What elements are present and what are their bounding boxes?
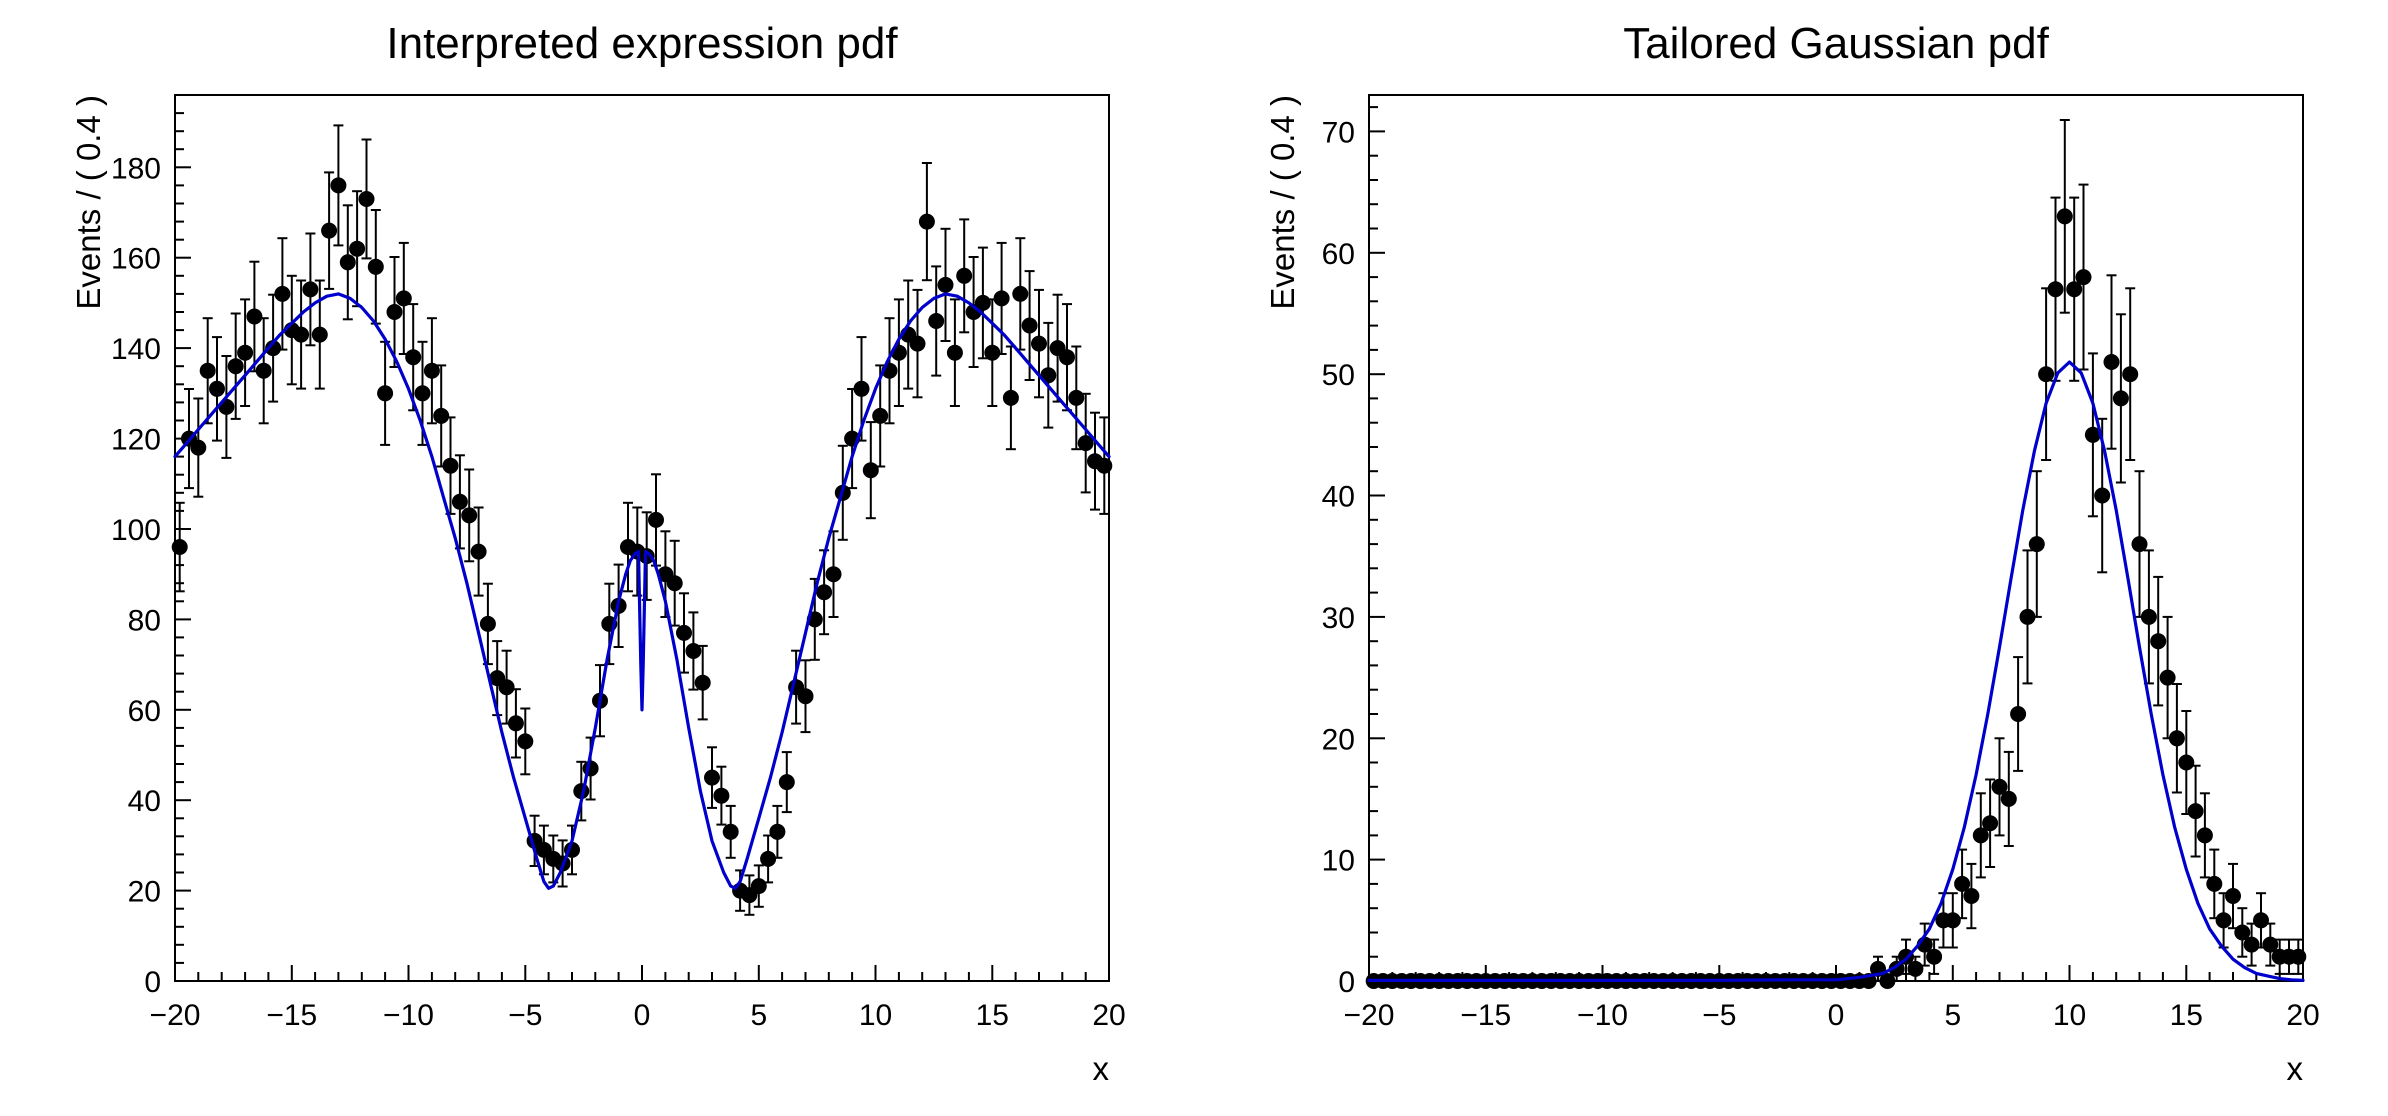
plot-area-left: −20 −15 −10 −5 0 5 10 15 20 0 20 40 60 80 100 120 140 160… <box>111 94 1126 1032</box>
svg-text:10: 10 <box>2053 999 2086 1032</box>
svg-text:−5: −5 <box>508 999 542 1032</box>
svg-text:15: 15 <box>2170 999 2203 1032</box>
svg-text:30: 30 <box>1322 602 1355 635</box>
svg-text:120: 120 <box>111 424 161 457</box>
svg-text:160: 160 <box>111 243 161 276</box>
svg-text:0: 0 <box>1828 999 1845 1032</box>
svg-text:−20: −20 <box>1344 999 1395 1032</box>
svg-text:5: 5 <box>750 999 767 1032</box>
fit-curve <box>173 292 1111 890</box>
svg-text:5: 5 <box>1944 999 1961 1032</box>
axes: −20 −15 −10 −5 0 5 10 15 20 0 20 40 60 80 100 120 140 160… <box>111 94 1126 1032</box>
svg-text:−5: −5 <box>1702 999 1736 1032</box>
svg-text:−10: −10 <box>383 999 434 1032</box>
svg-text:−20: −20 <box>150 999 201 1032</box>
data-points <box>171 124 1113 916</box>
svg-text:10: 10 <box>1322 845 1355 878</box>
y-axis-title: Events / ( 0.4 ) <box>70 95 107 310</box>
chart-title: Tailored Gaussian pdf <box>1623 19 2049 68</box>
svg-text:20: 20 <box>1322 723 1355 756</box>
svg-text:0: 0 <box>1338 966 1355 999</box>
svg-text:80: 80 <box>128 604 161 637</box>
svg-text:10: 10 <box>859 999 892 1032</box>
svg-text:15: 15 <box>976 999 1009 1032</box>
svg-text:−10: −10 <box>1577 999 1628 1032</box>
svg-text:60: 60 <box>1322 238 1355 271</box>
fit-curve <box>1367 360 2305 982</box>
chart-title: Interpreted expression pdf <box>386 19 898 68</box>
svg-text:180: 180 <box>111 152 161 185</box>
data-points <box>1365 119 2307 989</box>
chart-interpreted-expression-pdf: −20 −15 −10 −5 0 5 10 15 20 0 20 40 60 80 100 120 140 160… <box>70 19 1126 1087</box>
y-axis-title: Events / ( 0.4 ) <box>1264 95 1301 310</box>
svg-text:20: 20 <box>128 876 161 909</box>
svg-text:−15: −15 <box>1460 999 1511 1032</box>
axes: −20 −15 −10 −5 0 5 10 15 20 0 10 20 30 40 50 60 70 <box>1322 94 2320 1032</box>
svg-text:40: 40 <box>128 785 161 818</box>
x-axis-title: x <box>1093 1050 1110 1087</box>
svg-text:20: 20 <box>1092 999 1125 1032</box>
svg-text:−15: −15 <box>266 999 317 1032</box>
svg-text:20: 20 <box>2286 999 2319 1032</box>
svg-text:140: 140 <box>111 333 161 366</box>
svg-text:0: 0 <box>634 999 651 1032</box>
plot-area-right: −20 −15 −10 −5 0 5 10 15 20 0 10 20 30 40 50 60 70 <box>1322 94 2320 1032</box>
chart-tailored-gaussian-pdf: −20 −15 −10 −5 0 5 10 15 20 0 10 20 30 40 50 60 70 Tailo… <box>1194 0 2388 1116</box>
svg-text:70: 70 <box>1322 116 1355 149</box>
x-axis-title: x <box>2287 1050 2304 1087</box>
svg-text:60: 60 <box>128 695 161 728</box>
svg-text:50: 50 <box>1322 359 1355 392</box>
svg-text:0: 0 <box>144 966 161 999</box>
svg-text:100: 100 <box>111 514 161 547</box>
svg-text:40: 40 <box>1322 481 1355 514</box>
